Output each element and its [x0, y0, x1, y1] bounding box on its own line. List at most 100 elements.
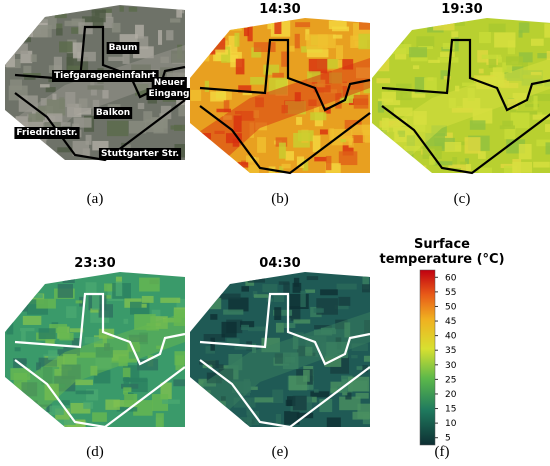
map-texture — [440, 52, 455, 58]
label-box — [151, 77, 187, 89]
map-texture — [240, 321, 255, 328]
map-texture — [340, 139, 347, 143]
map-texture — [49, 405, 64, 415]
map-texture — [393, 107, 413, 117]
map-texture — [199, 298, 222, 310]
map-texture — [160, 297, 181, 303]
map-texture — [358, 19, 370, 30]
map-texture — [278, 142, 286, 159]
map-texture — [178, 103, 185, 117]
map-texture — [22, 315, 42, 325]
map-texture — [20, 12, 33, 25]
map-texture — [326, 417, 341, 427]
map-texture — [272, 72, 284, 78]
map-texture — [334, 305, 349, 310]
map-texture — [479, 31, 491, 44]
map-texture — [72, 42, 83, 59]
map-texture — [7, 394, 23, 404]
map-texture — [532, 93, 550, 102]
map-texture — [139, 277, 160, 292]
map-texture — [312, 135, 321, 153]
map-texture — [293, 319, 311, 324]
map-texture — [130, 378, 148, 393]
map-texture — [336, 283, 357, 290]
map-texture — [331, 128, 353, 146]
map-texture — [210, 337, 215, 351]
map-texture — [328, 20, 347, 30]
map-texture — [239, 417, 252, 427]
map-texture — [305, 289, 316, 293]
map-texture — [241, 286, 249, 292]
map-texture — [289, 45, 295, 52]
map-texture — [325, 155, 332, 171]
map-texture — [281, 163, 291, 169]
map-texture — [57, 284, 73, 298]
map-texture — [338, 296, 351, 306]
map-texture — [408, 47, 428, 58]
map-texture — [442, 42, 455, 50]
map-texture — [37, 413, 51, 423]
map-texture — [91, 9, 106, 23]
map-texture — [379, 120, 402, 128]
map-texture — [273, 293, 285, 303]
map-texture — [433, 21, 455, 31]
map-panel — [372, 18, 550, 175]
map-texture — [226, 338, 240, 344]
map-label: Friedrichstr. — [16, 128, 77, 138]
map-texture — [216, 108, 232, 113]
map-texture — [228, 35, 238, 53]
map-texture — [289, 293, 309, 309]
map-texture — [262, 284, 278, 293]
map-texture — [293, 277, 300, 287]
map-texture — [133, 400, 153, 416]
map-texture — [137, 358, 159, 371]
map-texture — [234, 344, 255, 350]
map-texture — [481, 54, 502, 59]
boundary — [14, 359, 186, 429]
map-texture — [392, 44, 412, 55]
map-texture — [49, 324, 68, 334]
map-texture — [342, 59, 354, 70]
map-texture — [310, 112, 327, 121]
map-texture — [253, 42, 276, 53]
map-texture — [492, 67, 503, 84]
map-texture — [306, 49, 329, 58]
map-texture — [143, 111, 153, 123]
map-texture — [170, 18, 181, 23]
map-texture — [477, 151, 486, 159]
map-texture — [190, 89, 202, 102]
map-texture — [208, 20, 216, 35]
map-texture — [54, 419, 76, 425]
map-texture — [465, 163, 472, 172]
map-texture — [20, 327, 35, 332]
map-texture — [469, 120, 486, 130]
map-texture — [362, 129, 370, 143]
map-texture — [281, 51, 288, 67]
map-texture — [107, 104, 121, 109]
map-texture — [362, 284, 370, 293]
map-texture — [23, 73, 41, 77]
map-label: Neuer — [154, 78, 185, 88]
colorbar-title: temperature (°C) — [379, 252, 504, 267]
map-texture — [14, 43, 28, 54]
map-texture — [353, 132, 365, 144]
map-texture — [351, 124, 370, 136]
map-texture — [302, 158, 309, 171]
map-texture — [176, 5, 183, 18]
map-texture — [48, 350, 58, 360]
map-texture — [518, 143, 532, 160]
map-texture — [211, 364, 224, 369]
map-texture — [247, 411, 260, 425]
map-texture — [300, 290, 306, 308]
map-texture — [502, 62, 513, 73]
road — [5, 312, 185, 427]
map-texture — [377, 58, 390, 72]
map-texture — [102, 8, 112, 17]
map-texture — [416, 36, 435, 48]
map-texture — [532, 114, 550, 120]
map-texture — [130, 301, 150, 315]
map-texture — [92, 412, 107, 422]
map-texture — [20, 297, 28, 312]
map-texture — [363, 355, 370, 362]
